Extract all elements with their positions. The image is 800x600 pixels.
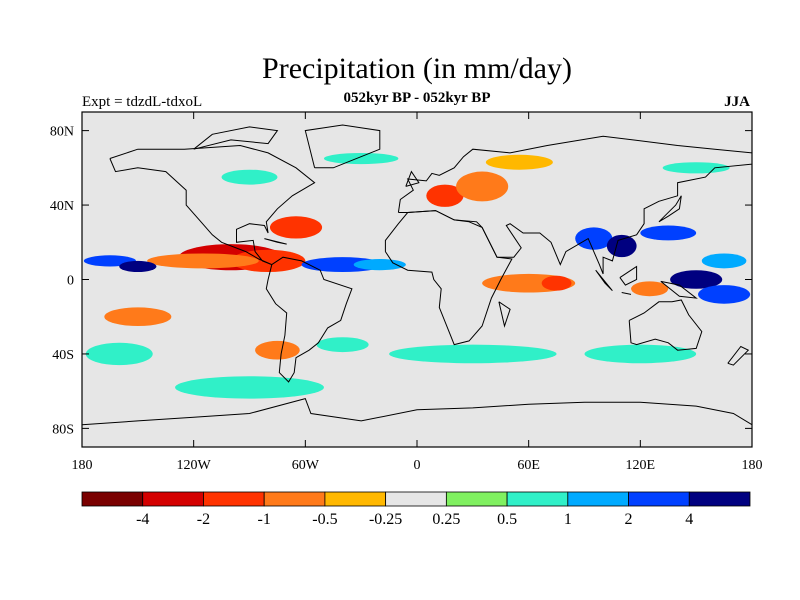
x-tick-label: 0: [414, 458, 421, 473]
map-background: [82, 112, 752, 447]
coastline: [658, 195, 682, 223]
coastline: [384, 210, 513, 346]
subtitle: 052kyr BP - 052kyr BP: [343, 90, 491, 106]
anomaly-region: [147, 253, 259, 269]
anomaly-region: [230, 249, 306, 273]
coastline: [621, 292, 632, 295]
colorbar-label: -4: [136, 511, 149, 528]
coastlines: [82, 124, 752, 426]
colorbar-label: -1: [258, 511, 271, 528]
anomaly-region: [323, 152, 399, 165]
x-tick-label: 180: [72, 458, 93, 473]
anomaly-region: [104, 307, 172, 327]
anomaly-region: [426, 184, 464, 207]
experiment-label: Expt = tdzdL-tdxoL: [82, 94, 203, 110]
y-tick-label: 80N: [50, 125, 74, 140]
coastline: [727, 345, 750, 366]
anomaly-region: [575, 227, 613, 250]
colorbar-swatch: [81, 491, 144, 507]
page-title: Precipitation (in mm/day): [262, 52, 572, 85]
coastline: [628, 299, 703, 351]
coastline: [595, 269, 613, 292]
anomaly-regions: [83, 152, 751, 399]
colorbar-label: -0.5: [312, 511, 337, 528]
x-tick-label: 120E: [626, 458, 656, 473]
anomaly-region: [175, 376, 324, 399]
x-tick-label: 120W: [177, 458, 212, 473]
colorbar-swatch: [142, 491, 204, 507]
anomaly-region: [485, 154, 553, 170]
anomaly-region: [541, 275, 572, 291]
anomaly-region: [119, 260, 157, 273]
anomaly-region: [269, 216, 323, 239]
anomaly-region: [255, 340, 300, 360]
x-tick-label: 60W: [292, 458, 320, 473]
anomaly-region: [631, 281, 669, 297]
colorbar-swatch: [203, 491, 265, 507]
x-tick-label: 180: [742, 458, 763, 473]
colorbar-label: 0.25: [432, 511, 460, 528]
coastline: [619, 265, 638, 286]
anomaly-region: [662, 162, 730, 174]
colorbar-swatch: [263, 491, 326, 507]
anomaly-region: [456, 171, 509, 202]
x-tick-label: 60E: [517, 458, 540, 473]
coastline: [82, 398, 752, 426]
colorbar-swatch: [567, 491, 629, 507]
colorbar-swatch: [324, 491, 387, 507]
season-label: JJA: [724, 94, 750, 110]
anomaly-region: [389, 344, 557, 364]
coastline: [193, 126, 279, 150]
anomaly-region: [584, 344, 697, 364]
coastline: [397, 135, 752, 275]
colorbar-label: 1: [564, 511, 572, 528]
colorbar-label: 0.5: [497, 511, 517, 528]
anomaly-region: [221, 169, 278, 185]
coastline: [109, 144, 316, 266]
anomaly-region: [316, 337, 369, 353]
coastline: [264, 238, 287, 245]
colorbar-label: 4: [685, 511, 693, 528]
coastline: [498, 301, 511, 328]
colorbar-label: 2: [625, 511, 633, 528]
colorbar-label: -2: [197, 511, 210, 528]
coastline: [405, 170, 420, 187]
colorbar-swatch: [445, 491, 508, 507]
coastline: [660, 280, 698, 299]
colorbar-label: -0.25: [369, 511, 402, 528]
y-tick-label: 0: [67, 274, 74, 289]
anomaly-region: [606, 234, 637, 258]
coastline: [265, 256, 353, 383]
y-tick-label: 40S: [52, 348, 74, 363]
anomaly-region: [698, 285, 751, 304]
anomaly-region: [353, 259, 406, 271]
anomaly-region: [640, 225, 697, 241]
colorbar-swatch: [688, 491, 751, 507]
anomaly-region: [85, 342, 153, 366]
y-tick-label: 40N: [50, 199, 74, 214]
colorbar-swatch: [385, 491, 447, 507]
coastline: [304, 124, 381, 169]
anomaly-region: [701, 253, 747, 269]
colorbar-swatch: [628, 491, 690, 507]
anomaly-region: [670, 270, 723, 289]
colorbar-swatch: [506, 491, 569, 507]
y-tick-label: 80S: [52, 422, 74, 437]
